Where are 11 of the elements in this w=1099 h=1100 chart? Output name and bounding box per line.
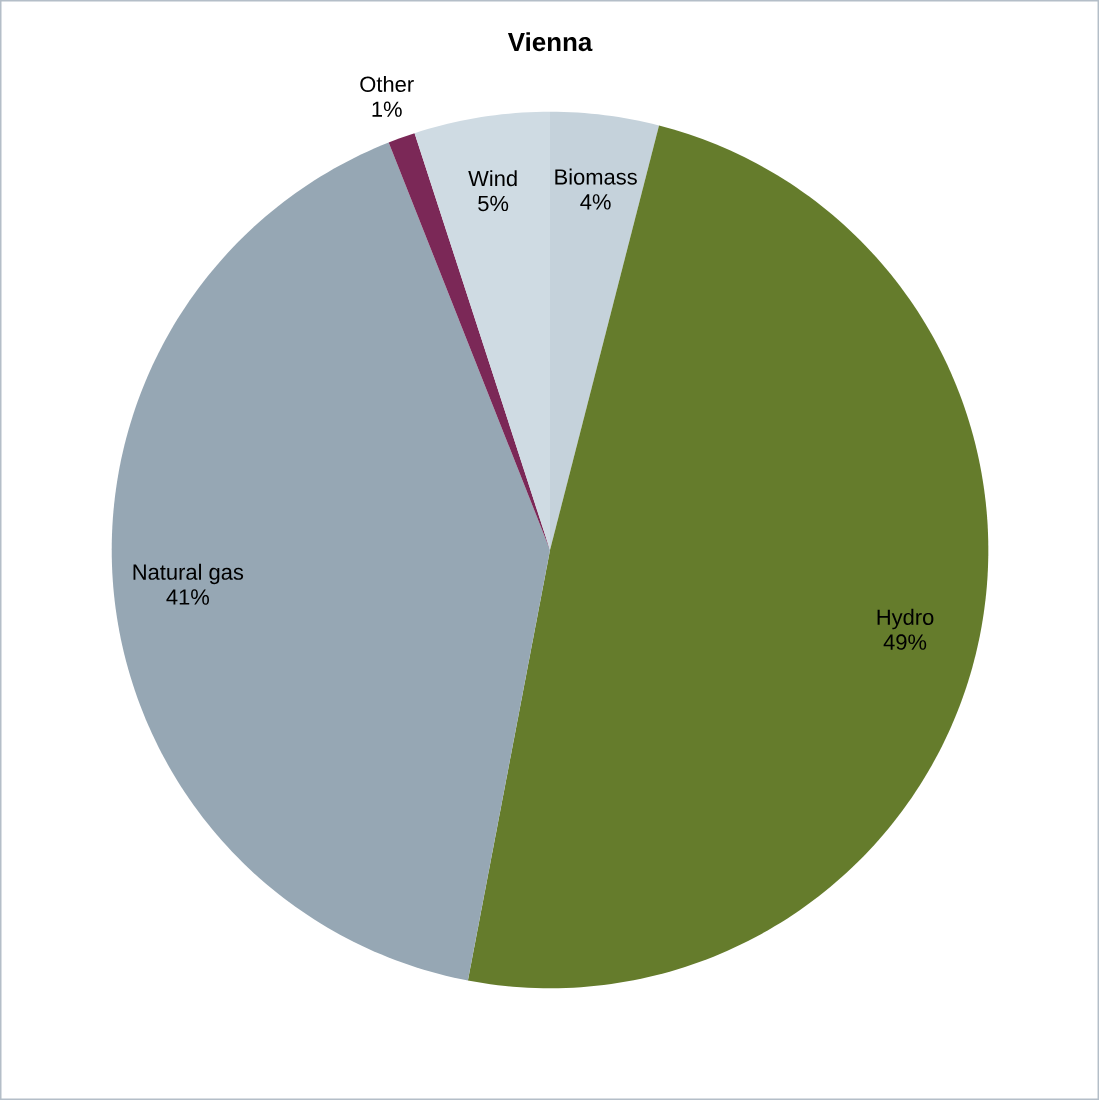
data-label: 5% <box>478 195 509 212</box>
slice-label: Natural gas <box>133 563 244 585</box>
data-label: 49% <box>883 634 927 650</box>
slice-label: Wind <box>468 170 517 187</box>
chart-title: Vienna <box>507 32 593 52</box>
data-label: 4% <box>580 194 611 210</box>
slice-label: Hydro <box>877 608 934 630</box>
slice-label: Other <box>360 75 414 93</box>
data-label: 41% <box>166 589 209 605</box>
slice-label: Biomass <box>555 168 637 185</box>
data-label: 1% <box>372 101 402 117</box>
